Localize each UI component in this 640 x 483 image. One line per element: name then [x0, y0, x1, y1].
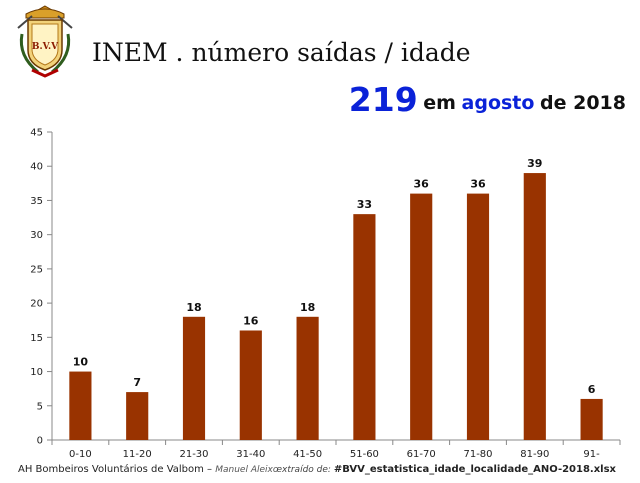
bar	[466, 193, 490, 440]
data-label: 36	[470, 178, 486, 191]
footer-org: AH Bombeiros Voluntários de Valbom	[18, 464, 204, 475]
bar	[296, 316, 319, 440]
data-label: 6	[588, 383, 596, 396]
y-tick-label: 30	[30, 230, 43, 241]
data-label: 33	[357, 198, 372, 211]
y-tick-label: 45	[30, 128, 43, 139]
x-tick-label: 0-10	[69, 449, 92, 460]
bar	[580, 398, 603, 440]
x-tick-label: 11-20	[123, 449, 152, 460]
x-tick-label: 51-60	[350, 449, 379, 460]
data-label: 10	[73, 356, 89, 369]
bar	[410, 193, 433, 440]
bvv-logo: B.V.V	[17, 5, 73, 78]
y-tick-label: 10	[30, 367, 43, 378]
y-tick-label: 20	[30, 299, 43, 310]
footer-source-file: #BVV_estatistica_idade_localidade_ANO-20…	[333, 464, 616, 475]
bar	[182, 316, 206, 440]
y-tick-label: 5	[37, 401, 43, 412]
chart-title: INEM . número saídas / idade	[92, 38, 471, 67]
subtitle-month: agosto	[461, 92, 535, 114]
x-tick-label: 31-40	[236, 449, 265, 460]
data-label: 18	[300, 301, 315, 314]
bar	[239, 330, 262, 440]
y-tick-label: 35	[30, 196, 43, 207]
x-tick-label: 21-30	[179, 449, 208, 460]
footer-source: extraído de: #BVV_estatistica_idade_loca…	[276, 464, 616, 475]
bar	[126, 392, 149, 440]
data-label: 7	[133, 376, 141, 389]
footer-author: Manuel Aleixo	[215, 465, 279, 475]
data-label: 39	[527, 157, 542, 170]
bar	[69, 371, 92, 440]
footer-credit: AH Bombeiros Voluntários de Valbom – Man…	[18, 464, 278, 475]
footer-source-prefix: extraído de:	[276, 465, 334, 475]
x-tick-label: 71-80	[463, 449, 492, 460]
svg-text:B.V.V: B.V.V	[32, 42, 59, 52]
y-tick-label: 40	[30, 162, 43, 173]
x-tick-label: 91-	[583, 449, 600, 460]
x-tick-label: 61-70	[407, 449, 436, 460]
footer-separator: –	[203, 464, 216, 475]
x-tick-label: 81-90	[520, 449, 549, 460]
bar-chart: 0 5 10 15 20 25 30 35 40 45 10 0-10 7 11-20 18 21-30 16…	[30, 128, 621, 460]
data-label: 18	[186, 301, 201, 314]
y-tick-label: 0	[37, 436, 43, 447]
bar	[353, 214, 376, 440]
labels: 10 0-10 7 11-20 18 21-30 16 31-40 18 41-50 33 51-60…	[69, 157, 600, 460]
data-label: 36	[414, 178, 430, 191]
total-count: 219	[348, 80, 418, 119]
x-tick-label: 41-50	[293, 449, 322, 460]
bar	[523, 173, 546, 441]
bars	[69, 173, 603, 441]
subtitle-year: de 2018	[540, 92, 626, 114]
subtitle-em: em	[423, 92, 456, 114]
y-tick-label: 25	[30, 264, 43, 275]
chart-subtitle: 219 em agosto de 2018	[349, 80, 626, 119]
data-label: 16	[243, 314, 259, 327]
y-tick-label: 15	[30, 333, 43, 344]
